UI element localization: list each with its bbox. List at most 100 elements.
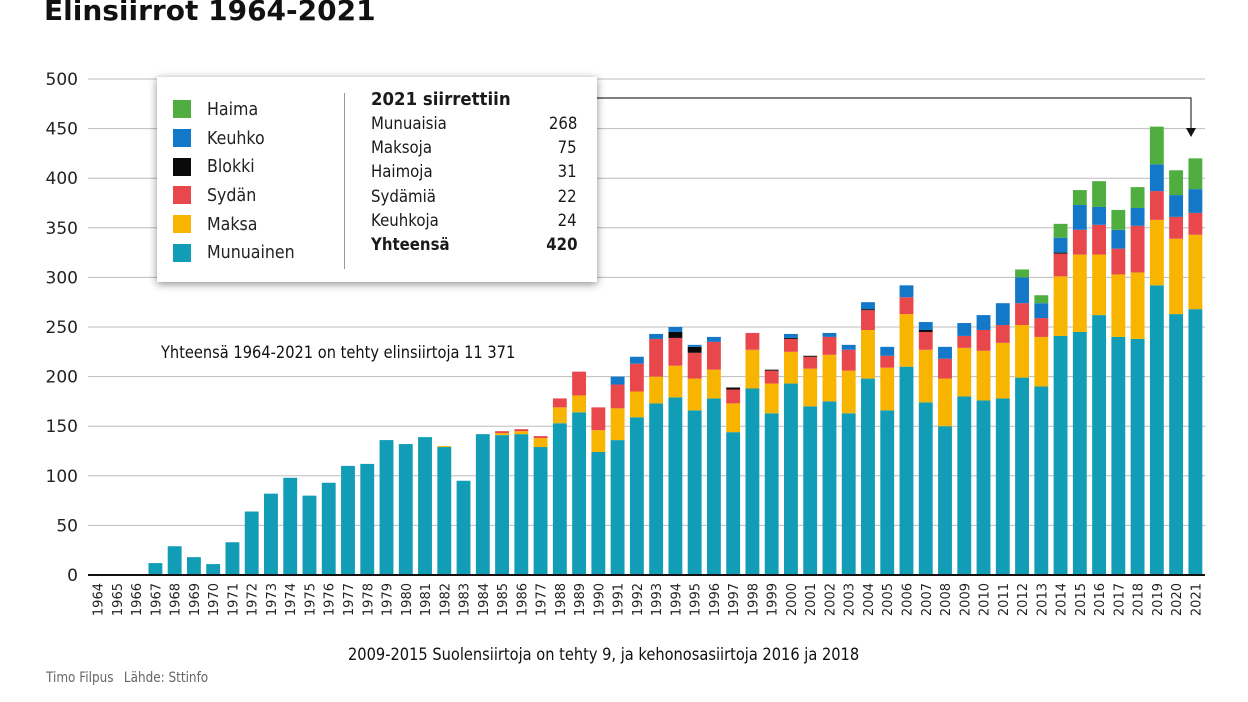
bar-segment-maksa (841, 370, 856, 414)
stat-row-sydamia: Sydämiä 22 (371, 187, 577, 211)
bar-segment-blokki (668, 331, 683, 338)
stat-value: 24 (557, 210, 577, 231)
legend-panel: Haima Keuhko Blokki Sydän Maksa Munuaine… (157, 77, 597, 282)
bar-segment-munuainen (206, 564, 221, 575)
stat-value: 31 (557, 162, 577, 183)
legend-label: Sydän (207, 184, 257, 206)
bar-segment-maksa (591, 430, 606, 452)
bar-segment-keuhko (880, 346, 895, 356)
bar-stack (148, 563, 163, 575)
x-tick-label: 2017 (1112, 583, 1127, 616)
bar-stack (745, 332, 760, 575)
bar-segment-munuainen (186, 557, 201, 575)
bar-stack (841, 344, 856, 575)
bar-segment-blokki (726, 387, 741, 390)
x-tick-label: 2008 (939, 583, 954, 616)
bar-segment-sydan (726, 389, 741, 404)
legend-item-munuainen: Munuainen (173, 238, 307, 267)
bar-segment-sydan (1130, 225, 1145, 273)
x-tick-label: 1977 (535, 583, 550, 616)
bar-segment-maksa (995, 342, 1010, 399)
bar-segment-munuainen (995, 398, 1010, 575)
legend-label: Blokki (207, 156, 255, 178)
bar-segment-sydan (1034, 318, 1049, 337)
x-tick-label: 2015 (1074, 583, 1089, 616)
bar-segment-sydan (822, 336, 837, 355)
bar-segment-sydan (803, 356, 818, 369)
x-tick-label: 1988 (554, 583, 569, 616)
x-tick-label: 2005 (881, 583, 896, 616)
bar-segment-maksa (1149, 219, 1164, 286)
bar-segment-munuainen (514, 434, 529, 575)
chart-title: Elinsiirrot 1964-2021 (44, 0, 376, 27)
bar-stack (726, 387, 741, 575)
bar-stack (1169, 170, 1184, 575)
legend-item-maksa: Maksa (173, 210, 307, 239)
x-tick-label: 1982 (438, 583, 453, 616)
x-tick-label: 1986 (515, 583, 530, 616)
x-tick-label: 2018 (1132, 583, 1147, 616)
x-tick-label: 2006 (900, 583, 915, 616)
bar-segment-sydan (1092, 224, 1107, 255)
bar-segment-blokki (1053, 252, 1068, 254)
bar-stack (784, 333, 798, 575)
bar-segment-keuhko (629, 356, 644, 364)
x-tick-label: 1981 (419, 583, 434, 616)
bar-stack (976, 315, 991, 575)
bar-segment-maksa (533, 438, 548, 448)
bar-segment-keuhko (649, 333, 664, 339)
callout-arrow-head (1186, 128, 1196, 137)
stat-value: 268 (548, 114, 577, 134)
bar-segment-munuainen (629, 417, 644, 575)
bar-segment-munuainen (244, 511, 259, 575)
bar-segment-munuainen (283, 477, 298, 575)
stat-value: 75 (557, 138, 577, 159)
bar-segment-haima (1149, 126, 1164, 165)
bar-segment-keuhko (784, 333, 798, 338)
bar-segment-maksa (668, 365, 683, 398)
bar-stack (957, 323, 972, 575)
bar-segment-munuainen (418, 437, 432, 575)
bar-segment-keuhko (610, 376, 625, 385)
bar-segment-maksa (649, 376, 664, 404)
bar-segment-munuainen (957, 396, 972, 575)
legend-label: Haima (207, 98, 259, 120)
bar-segment-maksa (764, 383, 779, 414)
callout-arrow-line (528, 97, 1192, 130)
bar-segment-munuainen (880, 410, 895, 575)
bar-stack (321, 482, 336, 575)
bar-stack (456, 480, 471, 575)
bar-stack (495, 431, 509, 575)
bar-segment-munuainen (167, 546, 182, 575)
bar-stack (167, 546, 182, 575)
y-tick-label: 50 (56, 516, 78, 536)
bar-segment-keuhko (1053, 237, 1068, 253)
y-tick-label: 400 (46, 169, 78, 189)
x-tick-label: 2014 (1055, 583, 1070, 616)
bar-segment-munuainen (899, 366, 914, 575)
bar-segment-keuhko (1072, 204, 1087, 230)
bar-segment-munuainen (861, 378, 875, 575)
y-tick-label: 200 (46, 368, 78, 388)
bar-stack (1149, 126, 1164, 575)
bar-segment-sydan (976, 329, 991, 351)
bar-segment-munuainen (148, 563, 163, 575)
legend-swatch-blokki (173, 157, 191, 176)
bar-segment-sydan (995, 325, 1010, 343)
y-tick-label: 250 (46, 318, 78, 338)
bar-segment-maksa (976, 350, 991, 401)
bar-segment-keuhko (899, 285, 914, 298)
footnote: 2009-2015 Suolensiirtoja on tehty 9, ja … (348, 645, 860, 665)
bar-stack (206, 564, 221, 575)
bar-stack (1188, 158, 1203, 575)
bar-segment-keuhko (822, 332, 837, 337)
bar-segment-munuainen (1034, 386, 1049, 575)
bar-segment-munuainen (1053, 335, 1068, 575)
bar-segment-munuainen (841, 413, 856, 575)
x-tick-label: 1985 (496, 583, 511, 616)
x-tick-label: 2001 (804, 583, 819, 616)
bar-segment-munuainen (784, 383, 798, 575)
bar-segment-munuainen (456, 480, 471, 575)
bar-segment-maksa (687, 378, 702, 411)
x-tick-label: 1968 (169, 583, 184, 616)
